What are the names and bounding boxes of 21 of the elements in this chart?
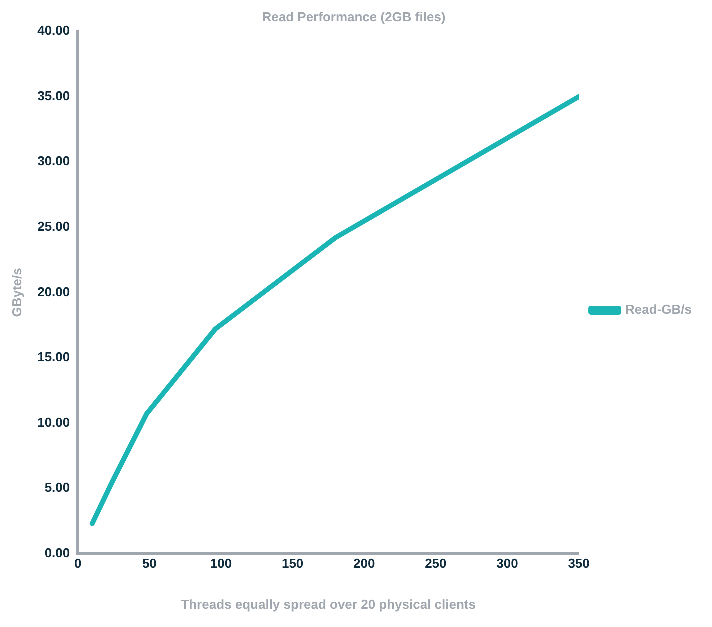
x-tick-label: 250 — [425, 556, 447, 572]
y-tick-label: 30.00 — [38, 154, 70, 169]
y-tick-label: 25.00 — [38, 219, 70, 234]
x-tick-label: 100 — [210, 556, 232, 572]
x-tick-label: 50 — [142, 556, 157, 572]
x-tick-label: 300 — [496, 556, 518, 572]
y-axis-title: GByte/s — [9, 268, 24, 318]
x-axis-title: Threads equally spread over 20 physical clients — [181, 596, 476, 612]
y-tick-label: 40.00 — [38, 23, 70, 38]
x-tick-label: 200 — [354, 556, 376, 572]
y-tick-label: 35.00 — [38, 88, 70, 104]
chart-title: Read Performance (2GB files) — [262, 9, 446, 24]
x-tick-label: 350 — [568, 556, 590, 572]
y-tick-label: 0.00 — [44, 545, 70, 560]
y-tick-label: 10.00 — [38, 414, 70, 430]
legend-label: Read-GB/s — [626, 302, 692, 318]
y-tick-label: 15.00 — [38, 350, 70, 365]
x-tick-label: 0 — [74, 556, 82, 572]
x-tick-label: 150 — [282, 556, 304, 572]
y-tick-label: 5.00 — [44, 480, 70, 496]
y-tick-label: 20.00 — [38, 284, 70, 300]
